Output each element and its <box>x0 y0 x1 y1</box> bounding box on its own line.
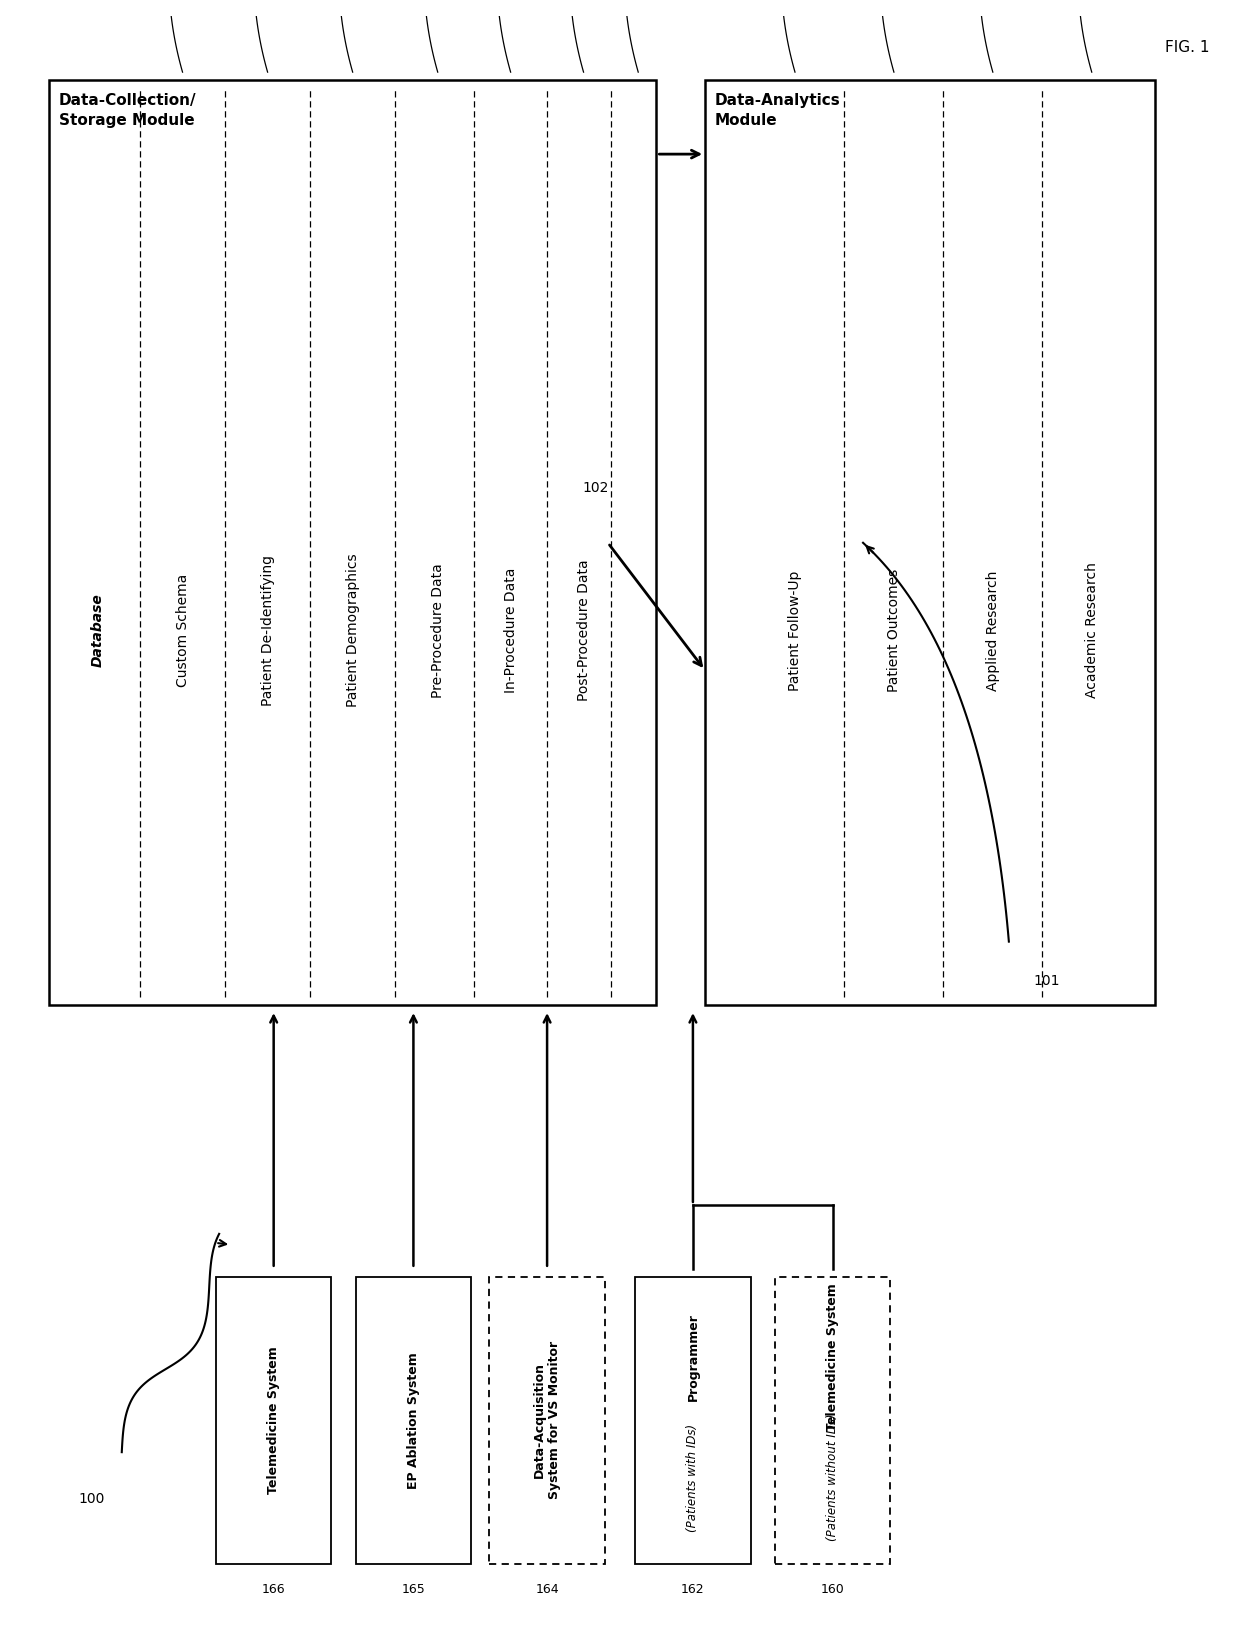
FancyBboxPatch shape <box>48 80 656 1006</box>
FancyBboxPatch shape <box>775 1276 890 1565</box>
FancyBboxPatch shape <box>490 1276 605 1565</box>
Text: 166: 166 <box>262 1582 285 1595</box>
Text: Telemedicine System: Telemedicine System <box>267 1346 280 1495</box>
Text: Pre-Procedure Data: Pre-Procedure Data <box>430 563 445 698</box>
Text: Post-Procedure Data: Post-Procedure Data <box>577 560 590 702</box>
Text: 101: 101 <box>1033 974 1060 988</box>
Text: Data-Collection/
Storage Module: Data-Collection/ Storage Module <box>58 93 196 127</box>
Text: Programmer: Programmer <box>687 1314 699 1402</box>
Text: Data-Analytics
Module: Data-Analytics Module <box>714 93 841 127</box>
Text: FIG. 1: FIG. 1 <box>1164 41 1209 55</box>
Text: (Patients with IDs): (Patients with IDs) <box>687 1423 699 1532</box>
Text: (Patients without IDs): (Patients without IDs) <box>826 1415 839 1542</box>
Text: 100: 100 <box>78 1491 104 1506</box>
Text: Custom Schema: Custom Schema <box>176 575 190 687</box>
Text: Patient Demographics: Patient Demographics <box>346 554 360 707</box>
Text: 102: 102 <box>583 480 609 495</box>
Text: Patient De-Identifying: Patient De-Identifying <box>260 555 274 707</box>
Text: Academic Research: Academic Research <box>1085 563 1099 698</box>
Text: 160: 160 <box>821 1582 844 1595</box>
Text: EP Ablation System: EP Ablation System <box>407 1351 420 1488</box>
Text: Data-Acquisition
System for VS Monitor: Data-Acquisition System for VS Monitor <box>533 1341 560 1499</box>
FancyBboxPatch shape <box>706 80 1154 1006</box>
Text: Patient Outcomes: Patient Outcomes <box>887 568 901 692</box>
Text: Database: Database <box>91 594 104 667</box>
FancyBboxPatch shape <box>216 1276 331 1565</box>
Text: In-Procedure Data: In-Procedure Data <box>503 568 517 694</box>
Text: Telemedicine System: Telemedicine System <box>826 1283 839 1431</box>
Text: Patient Follow-Up: Patient Follow-Up <box>787 570 802 690</box>
Text: Applied Research: Applied Research <box>986 570 999 690</box>
Text: 164: 164 <box>536 1582 559 1595</box>
FancyBboxPatch shape <box>356 1276 471 1565</box>
FancyBboxPatch shape <box>635 1276 750 1565</box>
Text: 165: 165 <box>402 1582 425 1595</box>
Text: 162: 162 <box>681 1582 704 1595</box>
